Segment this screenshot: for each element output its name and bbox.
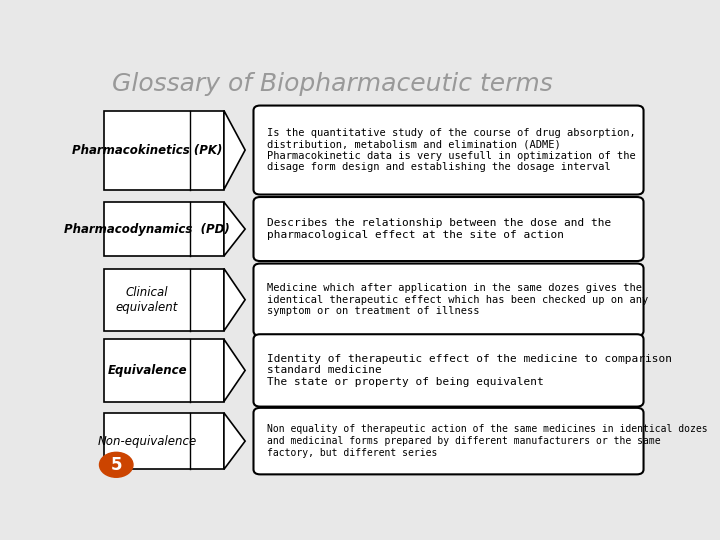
Text: Equivalence: Equivalence xyxy=(107,364,187,377)
Polygon shape xyxy=(224,339,245,402)
FancyBboxPatch shape xyxy=(253,264,644,336)
Text: Pharmacodynamics  (PD): Pharmacodynamics (PD) xyxy=(64,222,230,235)
FancyBboxPatch shape xyxy=(81,58,657,487)
Text: Pharmacokinetics (PK): Pharmacokinetics (PK) xyxy=(72,144,222,157)
Text: Glossary of Biopharmaceutic terms: Glossary of Biopharmaceutic terms xyxy=(112,71,553,96)
Polygon shape xyxy=(224,202,245,256)
Polygon shape xyxy=(224,413,245,469)
FancyBboxPatch shape xyxy=(253,105,644,194)
FancyBboxPatch shape xyxy=(253,334,644,407)
Text: Is the quantitative study of the course of drug absorption,
distribution, metabo: Is the quantitative study of the course … xyxy=(267,127,636,172)
Polygon shape xyxy=(104,111,224,190)
Polygon shape xyxy=(104,202,224,256)
Polygon shape xyxy=(104,339,224,402)
Text: Identity of therapeutic effect of the medicine to comparison
standard medicine
T: Identity of therapeutic effect of the me… xyxy=(267,354,672,387)
Text: Non equality of therapeutic action of the same medicines in identical dozes
and : Non equality of therapeutic action of th… xyxy=(267,424,708,458)
Circle shape xyxy=(99,453,133,477)
Text: Clinical
equivalent: Clinical equivalent xyxy=(116,286,179,314)
Text: Non-equivalence: Non-equivalence xyxy=(97,435,197,448)
Polygon shape xyxy=(104,268,224,331)
Polygon shape xyxy=(104,413,224,469)
Text: Describes the relationship between the dose and the
pharmacological effect at th: Describes the relationship between the d… xyxy=(267,218,611,240)
Polygon shape xyxy=(224,268,245,331)
Text: 5: 5 xyxy=(110,456,122,474)
Text: Medicine which after application in the same dozes gives the
identical therapeut: Medicine which after application in the … xyxy=(267,283,648,316)
FancyBboxPatch shape xyxy=(253,197,644,261)
FancyBboxPatch shape xyxy=(253,408,644,474)
Polygon shape xyxy=(224,111,245,190)
